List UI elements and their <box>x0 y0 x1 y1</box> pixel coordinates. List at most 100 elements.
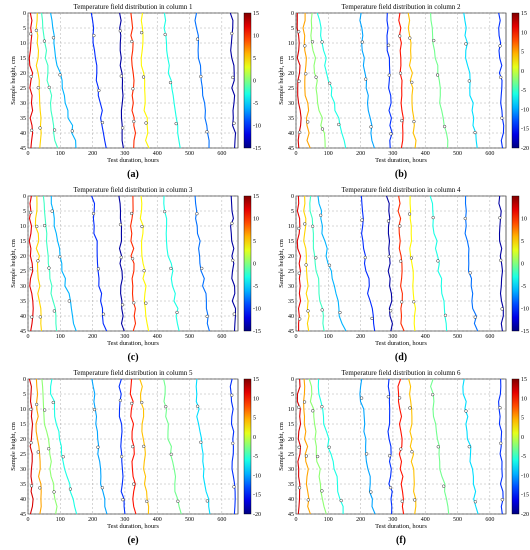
x-axis-label: Test duration, hours <box>107 157 159 164</box>
contour-marker <box>43 408 47 412</box>
panel-sublabel: (b) <box>395 169 407 180</box>
panel-title: Temperature field distribution in column… <box>73 3 193 11</box>
x-tick-label: 200 <box>356 517 365 523</box>
colorbar-tick-label: -15 <box>253 146 261 152</box>
colorbar-tick-label: 5 <box>253 416 256 422</box>
y-tick-label: 30 <box>20 101 26 107</box>
contour-marker <box>29 407 33 411</box>
isotherm-line <box>119 12 124 149</box>
contour-marker <box>231 441 235 445</box>
contour-marker <box>303 44 307 48</box>
colorbar <box>243 195 252 332</box>
contour-marker <box>36 259 40 263</box>
isotherm-line <box>91 195 108 332</box>
colorbar-tick-label: 10 <box>253 217 259 223</box>
contour-marker <box>398 71 403 75</box>
x-tick-label: 100 <box>56 517 65 523</box>
contour-marker <box>386 43 391 47</box>
isotherm-line <box>42 195 58 332</box>
y-tick-label: 5 <box>291 209 294 215</box>
contour-marker <box>360 40 364 44</box>
x-tick-label: 0 <box>27 334 30 340</box>
x-tick-label: 300 <box>388 517 397 523</box>
contour-marker <box>316 454 320 459</box>
contour-marker <box>412 300 416 304</box>
colorbar-tick-label: 10 <box>253 34 259 40</box>
colorbar-tick-label: -10 <box>521 473 529 479</box>
y-tick-label: 5 <box>23 392 26 398</box>
colorbar <box>511 195 520 332</box>
contour-marker <box>467 79 471 83</box>
colorbar-tick-label: -15 <box>521 127 529 133</box>
contour-marker <box>176 499 180 503</box>
y-axis-label: Sample height, cm <box>278 422 285 471</box>
contour-marker <box>400 119 404 123</box>
isotherm-line <box>140 12 150 149</box>
x-tick-label: 600 <box>485 517 494 523</box>
colorbar-tick-label: 0 <box>253 435 256 441</box>
contour-marker <box>314 75 318 79</box>
colorbar-tick-label: -5 <box>253 284 258 290</box>
y-tick-label: 35 <box>288 299 294 305</box>
contour-marker <box>436 445 440 449</box>
isotherm-line <box>28 12 34 149</box>
x-tick-label: 300 <box>388 334 397 340</box>
contour-marker <box>97 88 101 93</box>
contour-marker <box>500 498 504 502</box>
contour-marker <box>399 259 403 263</box>
isotherm-line <box>130 12 137 149</box>
colorbar-tick-label: 5 <box>521 50 524 56</box>
contour-marker <box>464 42 468 46</box>
colorbar-tick-label: 5 <box>521 416 524 422</box>
isotherm-line <box>28 378 34 515</box>
contour-marker <box>400 499 404 503</box>
y-tick-label: 20 <box>20 437 26 443</box>
isotherm-line <box>498 378 504 515</box>
contour-marker <box>100 120 105 125</box>
x-tick-label: 300 <box>120 151 129 157</box>
isotherm-line <box>195 378 211 515</box>
x-axis-label: Test duration, hours <box>375 340 427 347</box>
y-tick-label: 0 <box>23 377 26 383</box>
colorbar-tick-label: 0 <box>521 435 524 441</box>
y-tick-label: 35 <box>20 482 26 488</box>
contour-marker <box>29 267 33 271</box>
contour-marker <box>51 400 55 405</box>
contour-marker <box>338 310 342 315</box>
contour-marker <box>369 125 373 129</box>
contour-marker <box>398 396 402 400</box>
x-tick-label: 400 <box>153 151 162 157</box>
colorbar-tick-label: -5 <box>521 454 526 460</box>
y-tick-label: 0 <box>291 194 294 200</box>
contour-marker <box>320 405 324 409</box>
contour-marker <box>435 73 440 77</box>
isotherm-line <box>360 195 376 332</box>
contour-marker <box>499 75 503 79</box>
contour-marker <box>130 257 135 261</box>
y-tick-label: 45 <box>20 512 26 518</box>
x-tick-label: 0 <box>295 517 298 523</box>
isotherm-line <box>50 196 77 332</box>
contour-marker <box>473 315 477 319</box>
isotherm-line <box>230 195 237 332</box>
y-tick-label: 5 <box>23 26 26 32</box>
contour-marker <box>164 405 168 409</box>
y-tick-label: 0 <box>23 194 26 200</box>
contour-marker <box>38 486 42 490</box>
colorbar <box>243 378 252 515</box>
contour-marker <box>399 447 403 451</box>
isotherm-line <box>130 195 137 332</box>
contour-marker <box>498 44 502 48</box>
x-tick-label: 500 <box>453 151 462 157</box>
contour-marker <box>297 30 301 34</box>
plot-area <box>27 195 239 332</box>
contour-marker <box>328 81 332 85</box>
x-tick-label: 0 <box>295 334 298 340</box>
panel-sublabel: (f) <box>396 535 406 546</box>
x-tick-label: 200 <box>356 151 365 157</box>
isotherm-line <box>34 195 43 332</box>
contour-marker <box>473 130 477 135</box>
contour-marker <box>47 85 51 89</box>
isotherm-line <box>35 378 42 515</box>
colorbar-tick-label: -10 <box>253 307 261 313</box>
